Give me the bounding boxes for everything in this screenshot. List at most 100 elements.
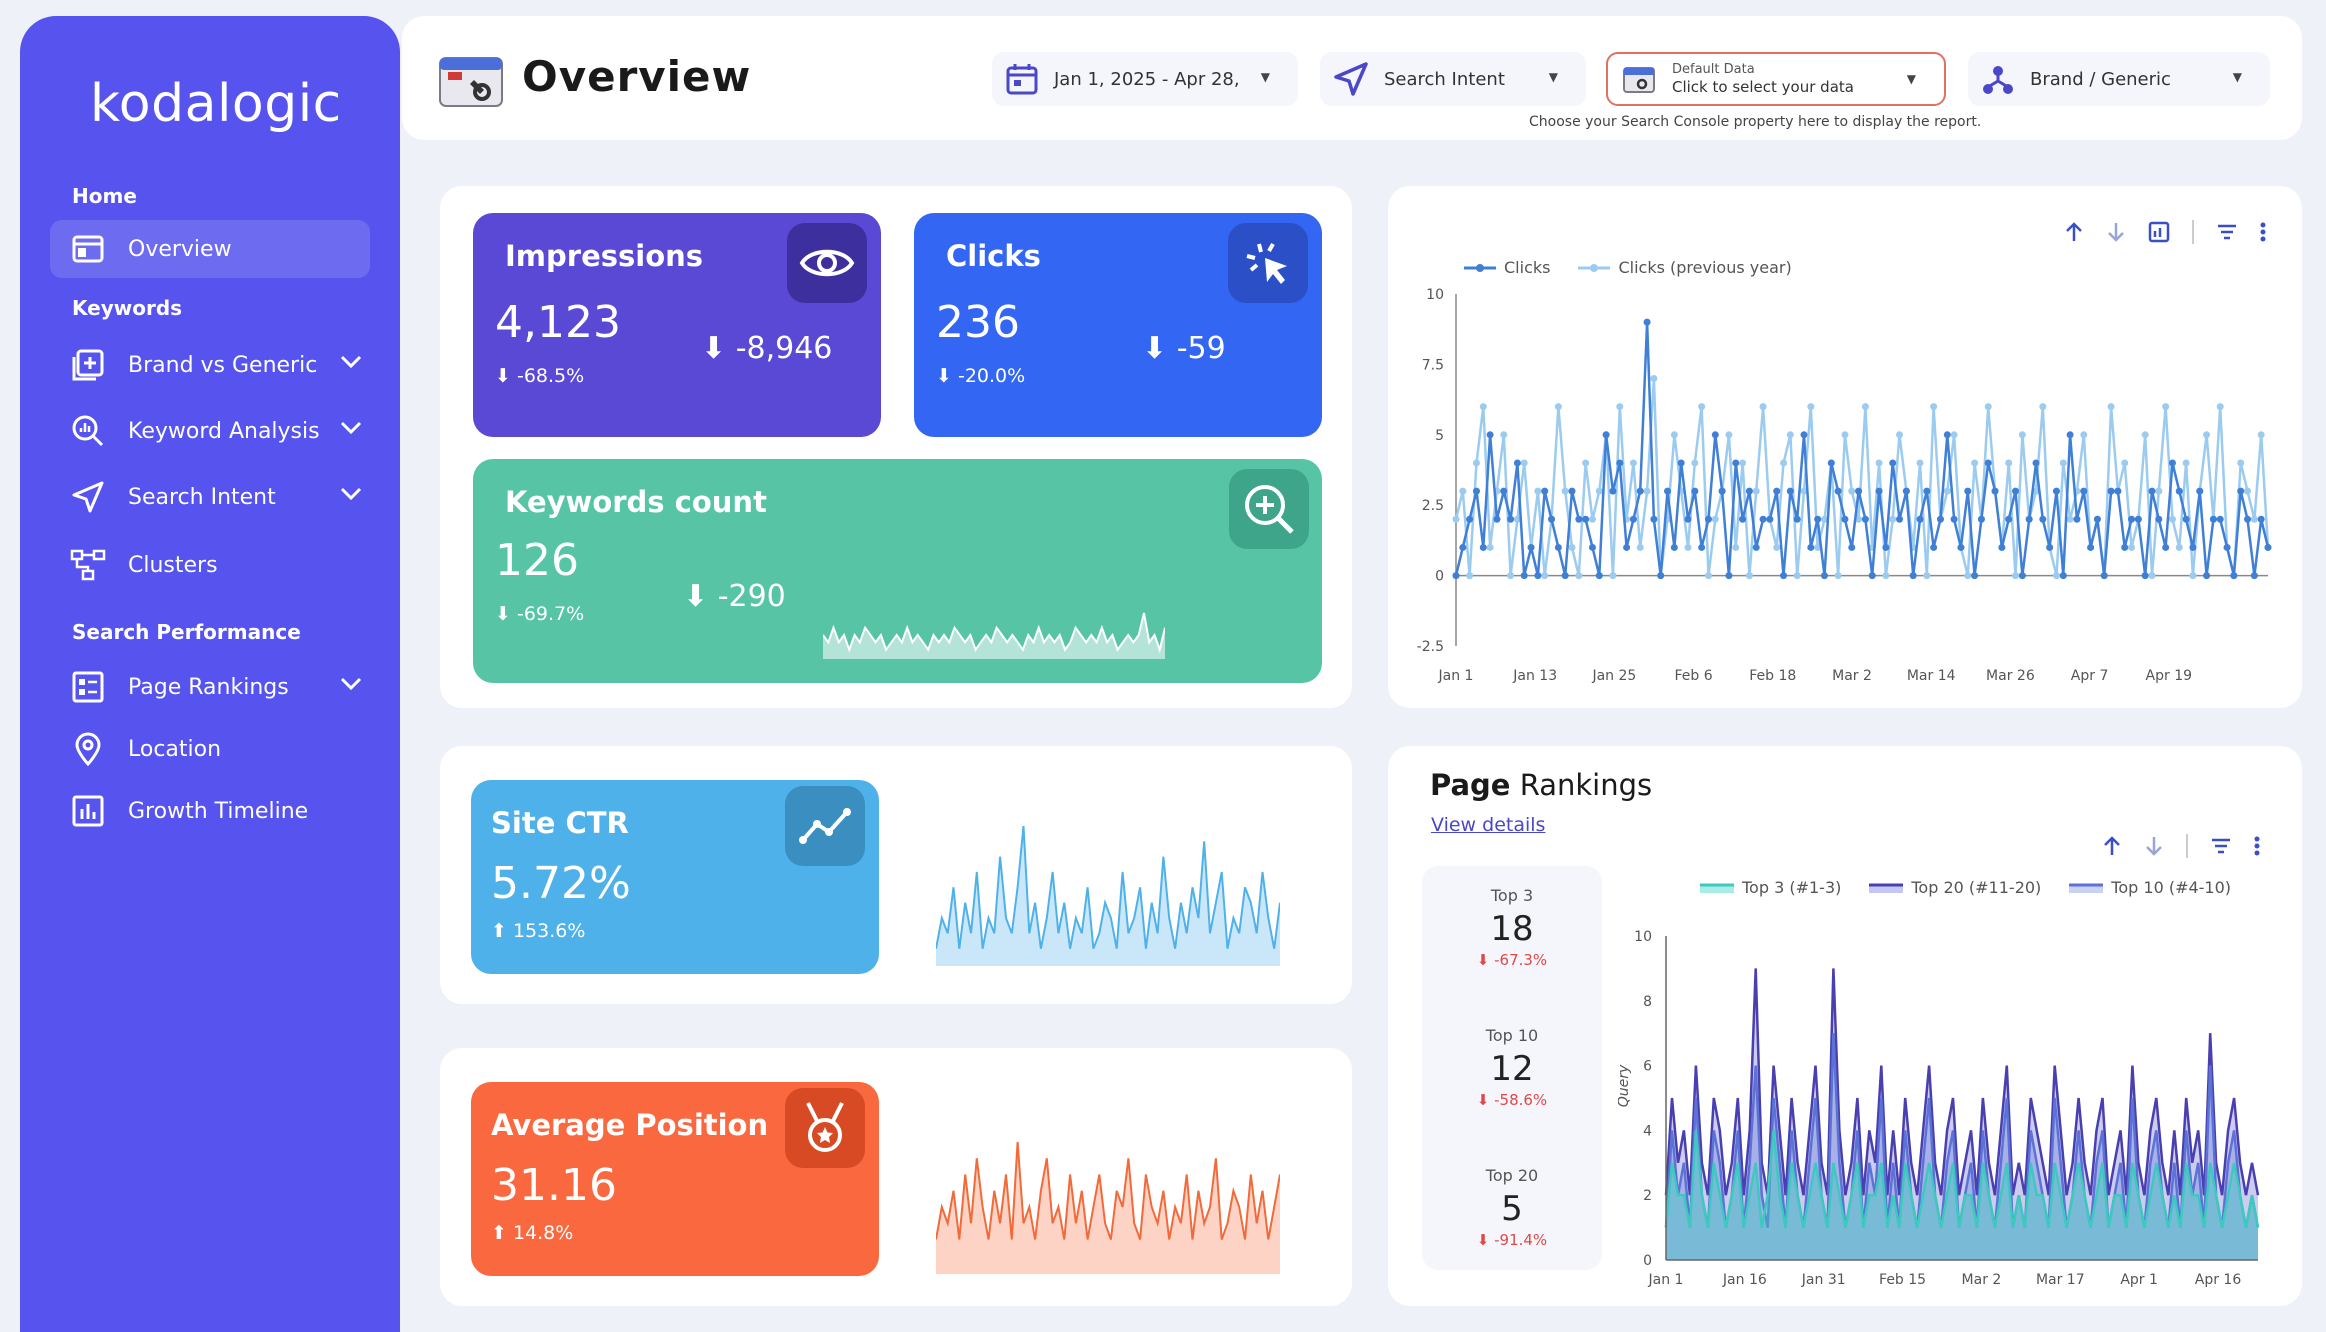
sidebar-item-label: Location: [128, 736, 222, 762]
ctr-sparkline: [936, 825, 1280, 966]
series-area: [1666, 1130, 2258, 1260]
data-point: [2018, 572, 2026, 580]
data-point: [1534, 572, 1542, 580]
data-point: [1602, 431, 1610, 439]
filter-icon[interactable]: [2216, 223, 2238, 241]
brand-generic-dropdown[interactable]: Brand / Generic ▼: [1968, 52, 2270, 106]
x-tick-label: Feb 15: [1879, 1272, 1926, 1288]
data-point: [2216, 515, 2224, 523]
card-delta: ⬇ -68.5%: [495, 365, 585, 387]
chevron-down-icon[interactable]: [340, 350, 362, 375]
sort-ascending-icon[interactable]: [2102, 835, 2122, 857]
sort-descending-icon[interactable]: [2144, 835, 2164, 857]
data-point: [1800, 431, 1808, 439]
data-point: [1479, 403, 1487, 411]
data-point: [1752, 487, 1760, 495]
card-title: Average Position: [491, 1108, 769, 1142]
data-point: [1943, 431, 1951, 439]
data-point: [2107, 487, 2115, 495]
sparkline-line: [936, 1141, 1280, 1240]
data-point: [1520, 572, 1528, 580]
data-point: [1991, 487, 1999, 495]
search-intent-dropdown[interactable]: Search Intent ▼: [1320, 52, 1586, 106]
card-delta: ⬆ 153.6%: [491, 920, 586, 942]
toolbar-divider: [2186, 834, 2188, 858]
data-point: [1650, 374, 1658, 382]
legend-label: Clicks: [1504, 258, 1551, 277]
data-point: [1691, 459, 1699, 467]
rank-label: Top 10: [1485, 1026, 1539, 1045]
data-point: [1814, 515, 1822, 523]
data-point: [1718, 487, 1726, 495]
rank-value: 5: [1501, 1189, 1523, 1229]
sidebar-item-brand-vs-generic[interactable]: Brand vs Generic: [50, 336, 370, 394]
data-point: [1923, 487, 1931, 495]
sidebar-item-keyword-analysis[interactable]: Keyword Analysis: [50, 402, 370, 460]
sidebar-item-label: Search Intent: [128, 484, 276, 510]
toolbar-divider: [2192, 220, 2194, 244]
y-tick-label: 0: [1435, 569, 1444, 585]
keywords-sparkline: [823, 612, 1165, 659]
rank-value: 18: [1490, 909, 1534, 949]
data-point: [2203, 572, 2211, 580]
zoom-chart-icon: [70, 413, 106, 449]
sort-ascending-icon[interactable]: [2064, 221, 2084, 243]
data-point: [1964, 572, 1972, 580]
data-point: [1848, 487, 1856, 495]
sidebar-item-growth-timeline[interactable]: Growth Timeline: [50, 782, 370, 840]
sidebar-item-clusters[interactable]: Clusters: [50, 536, 370, 594]
series-line: [1664, 968, 2260, 1196]
data-point: [1780, 572, 1788, 580]
kpi-panel: Impressions 4,123 ⬇ -68.5% ⬇ -8,946 Clic…: [440, 186, 1352, 708]
caret-down-icon: ▼: [1548, 70, 1558, 84]
data-point: [1855, 515, 1863, 523]
data-point: [2039, 403, 2047, 411]
chevron-down-icon[interactable]: [340, 416, 362, 441]
data-point: [1971, 459, 1979, 467]
filter-icon[interactable]: [2210, 837, 2232, 855]
view-details-link[interactable]: View details: [1431, 814, 1546, 836]
x-tick-label: Feb 18: [1749, 668, 1796, 684]
data-point: [2182, 459, 2190, 467]
data-point: [1568, 543, 1576, 551]
y-tick-label: 2: [1643, 1188, 1652, 1204]
sidebar-item-location[interactable]: Location: [50, 720, 370, 778]
x-tick-label: Apr 7: [2071, 668, 2109, 684]
chevron-down-icon[interactable]: [340, 482, 362, 507]
chart-toolbar: [2102, 834, 2260, 858]
card-value: 31.16: [491, 1160, 617, 1211]
chevron-down-icon[interactable]: [340, 672, 362, 697]
series-line: [1664, 1130, 2260, 1228]
sidebar-item-search-intent[interactable]: Search Intent: [50, 468, 370, 526]
date-range-picker[interactable]: Jan 1, 2025 - Apr 28, ▼: [992, 52, 1298, 106]
data-source-selector[interactable]: Default Data Click to select your data ▼: [1606, 52, 1946, 106]
y-tick-label: 0: [1643, 1253, 1652, 1269]
data-point: [1732, 543, 1740, 551]
data-point: [1855, 487, 1863, 495]
grid-list-icon: [70, 669, 106, 705]
x-tick-label: Jan 16: [1722, 1272, 1767, 1288]
data-point: [1698, 403, 1706, 411]
data-point: [2066, 431, 2074, 439]
data-point: [1568, 487, 1576, 495]
more-options-icon[interactable]: [2254, 836, 2260, 856]
card-delta-value: 14.8%: [512, 1222, 574, 1244]
card-title: Keywords count: [505, 485, 767, 519]
data-point: [1950, 431, 1958, 439]
data-point: [2189, 572, 2197, 580]
sidebar-item-page-rankings[interactable]: Page Rankings: [50, 658, 370, 716]
data-point: [1930, 543, 1938, 551]
chart-settings-icon[interactable]: [2148, 221, 2170, 243]
data-point: [2250, 515, 2258, 523]
sort-descending-icon[interactable]: [2106, 221, 2126, 243]
more-options-icon[interactable]: [2260, 222, 2266, 242]
medal-icon: [785, 1088, 865, 1168]
zoom-in-icon: [1229, 469, 1309, 549]
data-point: [2107, 403, 2115, 411]
data-point: [1752, 543, 1760, 551]
sidebar-item-overview[interactable]: Overview: [50, 220, 370, 278]
data-point: [2244, 487, 2252, 495]
cursor-click-icon: [1228, 223, 1308, 303]
data-point: [2128, 515, 2136, 523]
data-point: [2121, 543, 2129, 551]
